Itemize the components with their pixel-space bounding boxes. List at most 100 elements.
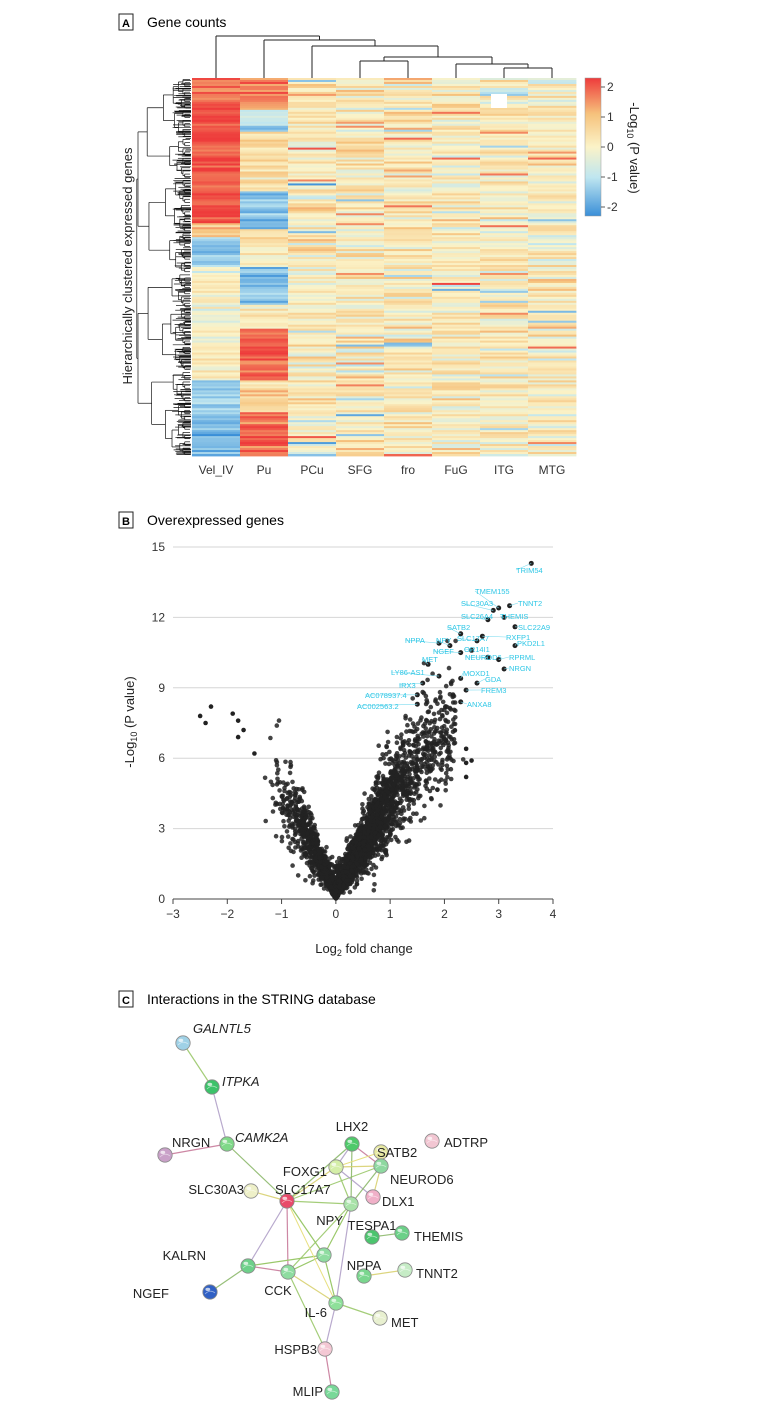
heatmap-cell (432, 125, 481, 129)
heatmap-cell (480, 320, 529, 324)
heatmap-cell (384, 233, 433, 236)
heatmap-cell (192, 300, 241, 304)
heatmap-cell (384, 265, 433, 268)
heatmap-cell (240, 175, 289, 178)
heatmap-cell (192, 217, 241, 220)
volcano-point (397, 821, 403, 826)
heatmap-cell (336, 203, 385, 206)
heatmap-cell (432, 448, 481, 451)
heatmap-cell (528, 241, 577, 244)
heatmap-cell (240, 272, 289, 276)
heatmap-cell (240, 97, 289, 101)
heatmap-cell (480, 125, 529, 129)
heatmap-cell (432, 416, 481, 419)
volcano-point (343, 851, 348, 857)
heatmap-cell (240, 107, 289, 111)
volcano-point (403, 816, 408, 822)
heatmap-cell (240, 390, 289, 393)
heatmap-cell (336, 95, 385, 99)
volcano-point (448, 766, 454, 772)
volcano-point (406, 753, 412, 758)
heatmap-cell (528, 85, 577, 89)
heatmap-cell (480, 193, 529, 196)
heatmap-cell (336, 101, 385, 105)
heatmap-cell (192, 392, 241, 395)
heatmap-cell (480, 412, 529, 415)
heatmap-cell (240, 127, 289, 131)
heatmap-cell (336, 362, 385, 365)
heatmap-cell (432, 322, 481, 326)
heatmap-cell (528, 380, 577, 383)
heatmap-cell (480, 304, 529, 308)
panel-a-letter: A (122, 18, 130, 30)
heatmap-cell (480, 422, 529, 425)
volcano-point (413, 728, 418, 734)
heatmap-cell (288, 366, 337, 369)
heatmap-cell (192, 296, 241, 300)
volcano-point (429, 796, 434, 802)
heatmap-cell (336, 374, 385, 377)
heatmap-cell (480, 87, 529, 91)
volcano-point (460, 757, 466, 762)
heatmap-cell (432, 302, 481, 306)
heatmap-cell (192, 406, 241, 409)
heatmap-cell (528, 392, 577, 395)
heatmap-cell (432, 167, 481, 170)
heatmap-cell (240, 282, 289, 286)
heatmap-cell (336, 394, 385, 397)
heatmap-cell (384, 306, 433, 310)
heatmap-cell (384, 78, 433, 81)
heatmap-cell (528, 219, 577, 222)
heatmap-cell (384, 225, 433, 228)
heatmap-cell (192, 362, 241, 365)
colorbar-tick-label: -2 (607, 200, 618, 214)
heatmap-cell (288, 165, 337, 168)
volcano-point (371, 872, 377, 878)
volcano-point (411, 801, 417, 806)
heatmap-cell (192, 324, 241, 328)
heatmap-cell (528, 296, 577, 300)
heatmap-cell (480, 324, 529, 328)
heatmap-cell (192, 290, 241, 294)
heatmap-cell (192, 215, 241, 218)
heatmap-cell (288, 378, 337, 381)
heatmap-cell (528, 420, 577, 423)
heatmap-cell (192, 249, 241, 252)
heatmap-cell (480, 81, 529, 85)
heatmap-cell (240, 268, 289, 272)
heatmap-cell (480, 408, 529, 411)
heatmap-cell (528, 428, 577, 431)
heatmap-cell (240, 185, 289, 188)
heatmap-cell (528, 159, 577, 162)
heatmap-cell (336, 221, 385, 224)
heatmap-cell (336, 438, 385, 441)
heatmap-cell (336, 195, 385, 198)
heatmap-cell (288, 139, 337, 143)
heatmap-cell (288, 400, 337, 403)
heatmap-cell (192, 221, 241, 224)
heatmap-cell (240, 304, 289, 308)
heatmap-cell (192, 167, 241, 170)
heatmap-cell (240, 348, 289, 351)
heatmap-cell (432, 137, 481, 141)
heatmap-cell (192, 131, 241, 135)
heatmap-cell (432, 358, 481, 361)
heatmap-cell (240, 223, 289, 226)
heatmap-cell (240, 360, 289, 363)
heatmap-cell (528, 193, 577, 196)
heatmap-cell (240, 448, 289, 451)
heatmap-cell (432, 249, 481, 252)
heatmap-cell (384, 89, 433, 93)
heatmap-cell (528, 286, 577, 290)
heatmap-cell (528, 175, 577, 178)
heatmap-cell (336, 103, 385, 107)
heatmap-cell (240, 334, 289, 338)
heatmap-cell (336, 336, 385, 340)
heatmap-cell (240, 312, 289, 316)
heatmap-cell (192, 368, 241, 371)
heatmap-cell (288, 392, 337, 395)
volcano-point (421, 745, 426, 751)
heatmap-cell (192, 143, 241, 147)
heatmap-cell (240, 267, 289, 270)
heatmap-cell (336, 358, 385, 361)
